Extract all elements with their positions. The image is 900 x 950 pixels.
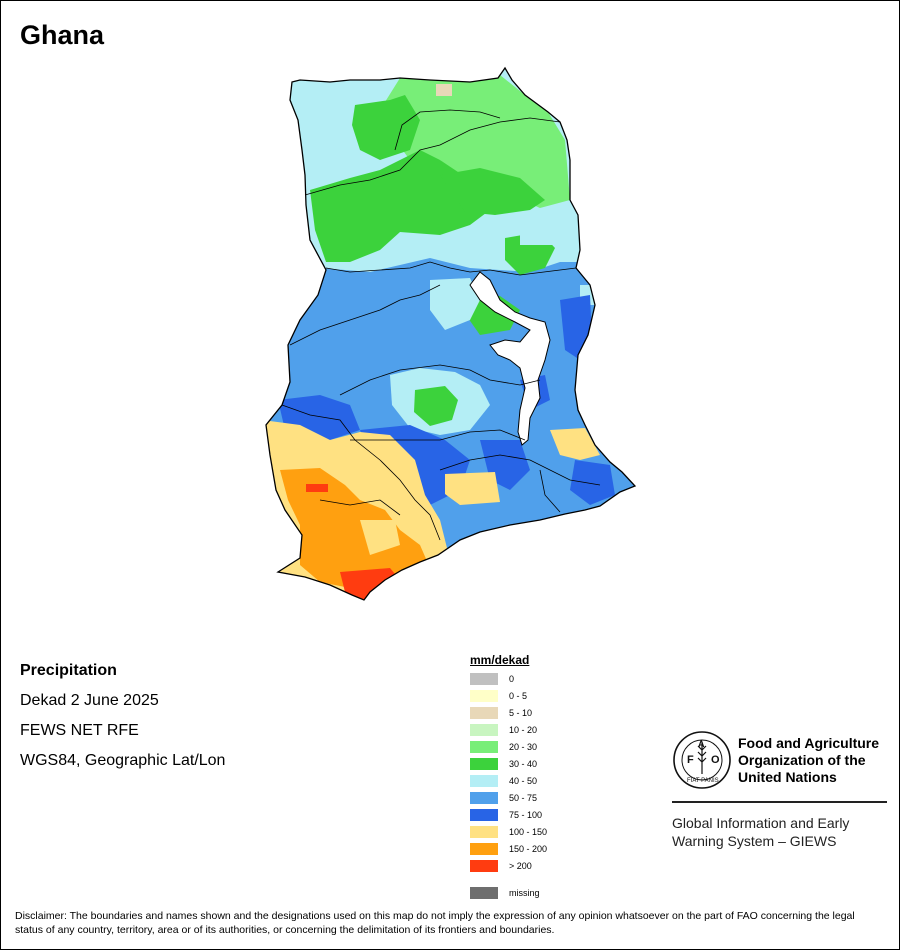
legend-swatch: [470, 758, 498, 770]
legend-label: 0 - 5: [509, 691, 528, 701]
map-title: Ghana: [20, 20, 105, 50]
fao-org-name: Food and Agriculture Organization of the…: [738, 735, 880, 785]
fao-logo-letter-o: O: [711, 754, 720, 766]
legend-swatch: [470, 826, 498, 838]
ghana-border: [265, 66, 637, 601]
legend-swatch: [470, 690, 498, 702]
source-label: FEWS NET RFE: [20, 722, 139, 739]
zone-5-10-cell: [436, 84, 452, 96]
legend-label: 10 - 20: [509, 725, 538, 735]
legend-title: mm/dekad: [470, 653, 530, 667]
legend-swatch: [470, 707, 498, 719]
giews-label: Global Information and Early Warning Sys…: [672, 815, 850, 849]
period-label: Dekad 2 June 2025: [20, 692, 159, 709]
zone-100-150-e: [550, 428, 600, 460]
legend-label: 100 - 150: [509, 827, 548, 837]
zone-40-50-mid1: [430, 278, 480, 330]
fao-logo-icon: F O A FIAT PANIS: [673, 731, 731, 789]
legend-label: 50 - 75: [509, 793, 538, 803]
disclaimer: Disclaimer: The boundaries and names sho…: [15, 910, 855, 936]
legend: mm/dekad 0 0 - 5 5 - 10 10 - 20 20 - 30 30 - …: [470, 653, 590, 899]
zone-30-40-nw: [352, 95, 420, 160]
legend-swatch: [470, 860, 498, 872]
fao-divider: [672, 801, 887, 803]
lake-volta: [469, 271, 551, 446]
zone-30-40-central-north: [440, 168, 545, 215]
zone-40-50-cell: [520, 225, 560, 245]
legend-swatch: [470, 775, 498, 787]
zone-30-40-mid: [414, 386, 458, 426]
legend-swatch: [470, 724, 498, 736]
legend-label: > 200: [509, 861, 532, 871]
legend-label: 0: [509, 674, 515, 684]
zone-gt200-cell: [306, 484, 328, 492]
zone-150-200-sw: [280, 468, 430, 590]
zone-20-30-north: [380, 75, 570, 208]
zone-75-100-se: [570, 460, 615, 505]
fao-logo-letter-a: A: [698, 739, 705, 749]
legend-swatch: [470, 741, 498, 753]
fao-logo-motto: FIAT PANIS: [687, 778, 719, 784]
legend-swatch: [470, 843, 498, 855]
legend-swatch: [470, 809, 498, 821]
legend-label: 150 - 200: [509, 844, 548, 854]
legend-label: 20 - 30: [509, 742, 538, 752]
legend-label: 40 - 50: [509, 776, 538, 786]
projection-label: WGS84, Geographic Lat/Lon: [20, 752, 226, 769]
legend-swatch: [470, 792, 498, 804]
legend-swatch: [470, 887, 498, 899]
legend-label: 75 - 100: [509, 810, 543, 820]
zone-100-150-pocket: [360, 520, 400, 555]
variable-label: Precipitation: [20, 662, 117, 679]
rainfall-raster: [266, 68, 635, 600]
zone-gt200-coast: [340, 568, 400, 600]
legend-label: missing: [509, 888, 540, 898]
zone-100-150-c: [445, 472, 500, 505]
legend-swatch: [470, 673, 498, 685]
legend-label: 30 - 40: [509, 759, 538, 769]
map-info: Precipitation Dekad 2 June 2025 FEWS NET…: [20, 656, 225, 776]
admin-boundaries: [281, 109, 601, 541]
legend-label: 5 - 10: [509, 708, 533, 718]
fao-logo-letter-f: F: [687, 754, 694, 766]
